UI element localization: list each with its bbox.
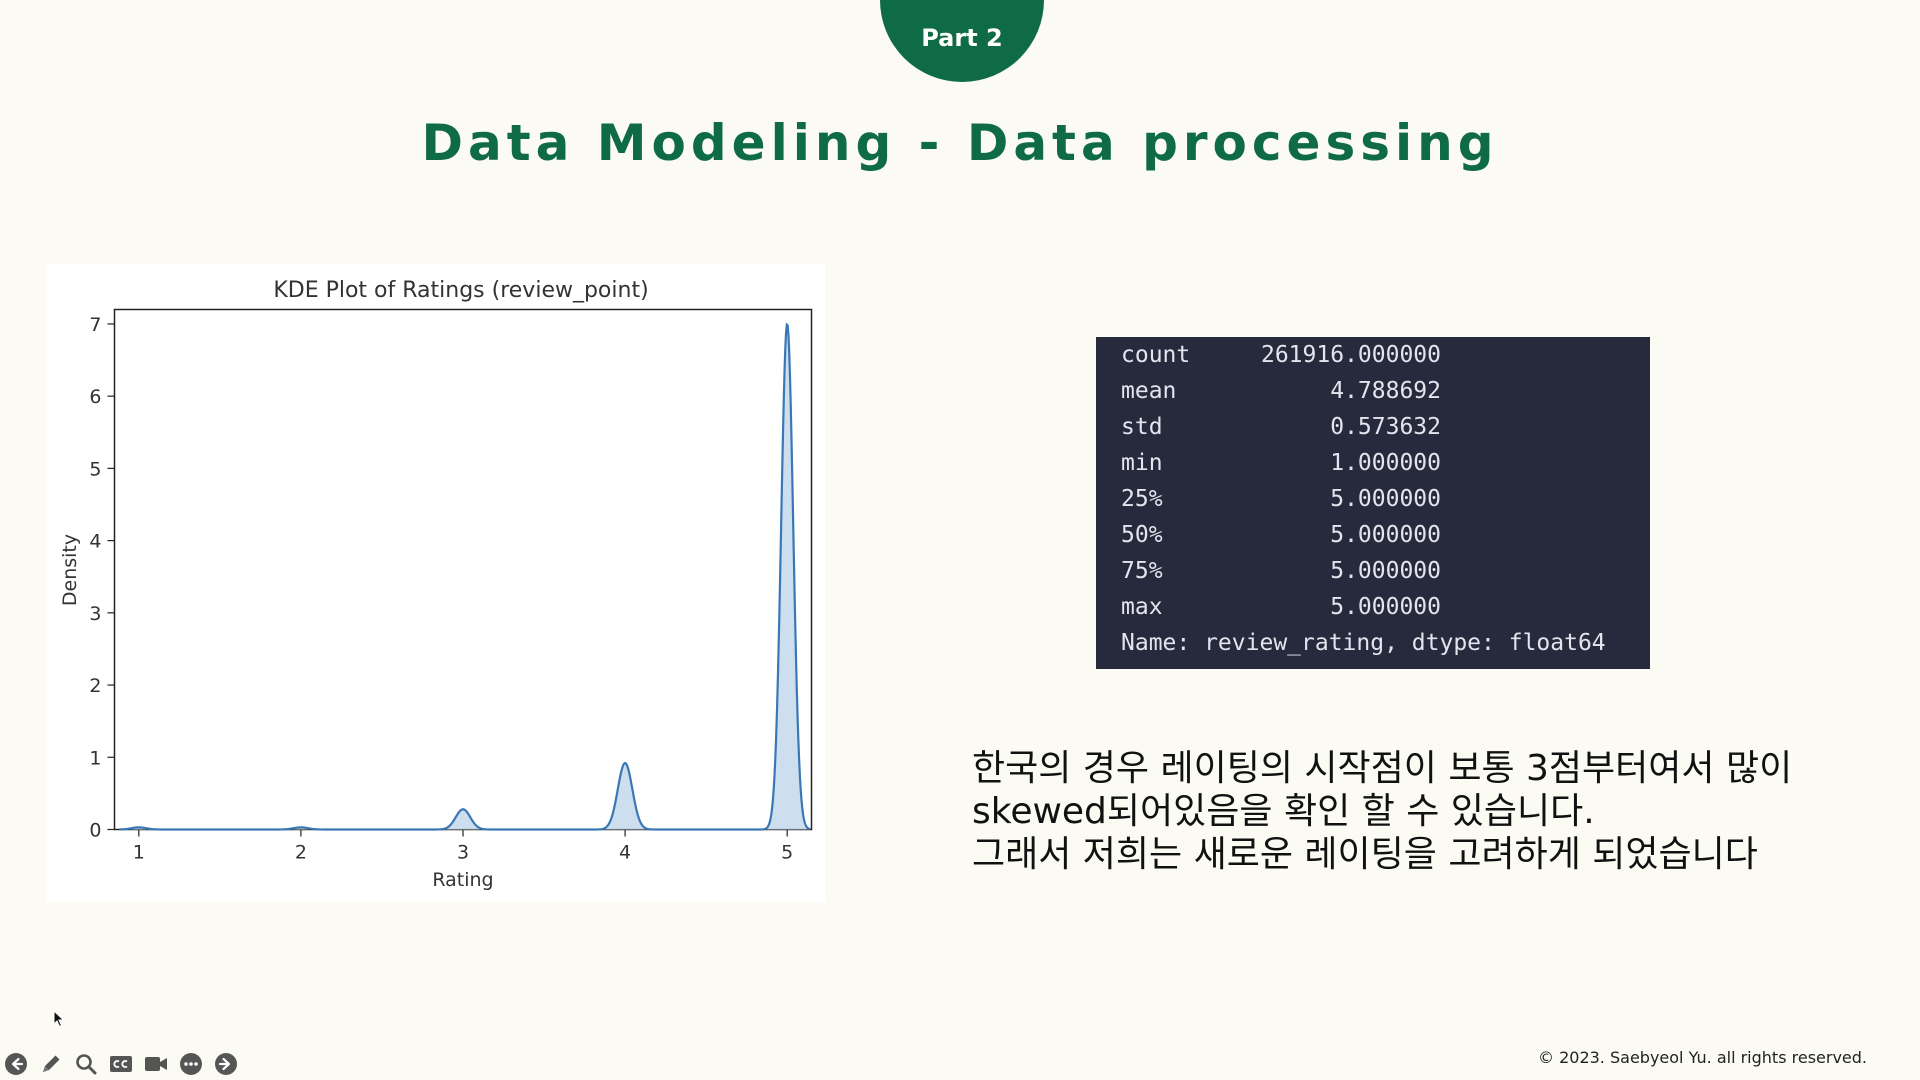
x-ticks-layer: 1 2 3 4 5 [133,829,793,864]
stats-value: 5.000000 [1330,558,1441,584]
kde-chart-svg: KDE Plot of Ratings (review_point) 1 2 3 4 5… [59,278,813,891]
stats-row: count 261916.000000 [1121,337,1441,373]
stats-key: 50% [1121,522,1163,548]
magnifier-icon [76,1054,97,1075]
x-tick-label: 4 [619,842,631,864]
slide-title: Data Modeling - Data processing [421,114,1499,172]
stats-name-line: Name: review_rating, dtype: float64 [1121,630,1606,656]
pen-icon [43,1055,60,1072]
stats-value: 5.000000 [1330,522,1441,548]
y-tick-label: 2 [89,675,101,697]
presentation-toolbar [4,1052,238,1076]
stats-value: 0.573632 [1330,414,1441,440]
stats-key: 75% [1121,558,1163,584]
body-line-1: 한국의 경우 레이팅의 시작점이 보통 3점부터여서 많이 [972,748,1793,789]
kde-chart: KDE Plot of Ratings (review_point) 1 2 3 4 5… [46,264,825,902]
plot-frame [113,308,813,831]
camera-button[interactable] [144,1052,168,1076]
stats-row: mean 4.788692 [1121,373,1441,409]
copyright-notice: © 2023. Saebyeol Yu. all rights reserved… [1538,1048,1867,1067]
stats-value: 261916.000000 [1260,342,1441,368]
y-tick-label: 7 [89,314,101,336]
stats-value: 5.000000 [1330,486,1441,512]
stats-key: std [1121,414,1163,440]
kde-area-layer [119,322,811,831]
cc-icon [110,1056,132,1072]
y-tick-label: 5 [89,458,101,480]
arrow-left-icon [5,1053,27,1075]
stats-value: 5.000000 [1330,594,1441,620]
x-tick-label: 1 [133,842,145,864]
y-tick-label: 0 [89,820,101,842]
stats-value: 4.788692 [1330,378,1441,404]
y-tick-label: 4 [89,531,101,553]
stats-row: 25% 5.000000 [1121,481,1441,517]
ellipsis-icon [180,1053,202,1075]
stats-key: count [1121,342,1191,368]
video-camera-icon [145,1057,167,1071]
y-tick-label: 3 [89,603,101,625]
body-line-3: 그래서 저희는 새로운 레이팅을 고려하게 되었습니다 [972,834,1758,875]
y-tick-label: 6 [89,386,101,408]
arrow-right-icon [215,1053,237,1075]
next-slide-button[interactable] [214,1052,238,1076]
stats-key: 25% [1121,486,1163,512]
stats-value: 1.000000 [1330,450,1441,476]
stats-row: 50% 5.000000 [1121,517,1441,553]
y-ticks-layer: 0 1 2 3 4 5 6 7 [89,314,115,842]
pen-tool-button[interactable] [39,1052,63,1076]
stats-row: max 5.000000 [1121,589,1441,625]
zoom-button[interactable] [74,1052,98,1076]
stats-row: std 0.573632 [1121,409,1441,445]
mouse-cursor-icon [53,1009,65,1032]
body-text: 한국의 경우 레이팅의 시작점이 보통 3점부터여서 많이 skewed되어있음… [972,747,1872,876]
y-axis-label: Density [59,534,81,606]
describe-output-panel: count 261916.000000 mean 4.788692 std 0.57363… [1096,337,1650,669]
x-tick-label: 5 [781,842,793,864]
chart-title: KDE Plot of Ratings (review_point) [273,278,648,303]
previous-slide-button[interactable] [4,1052,28,1076]
stats-row: 75% 5.000000 [1121,553,1441,589]
stats-key: mean [1121,378,1177,404]
x-axis-label: Rating [432,869,493,891]
x-tick-label: 3 [457,842,469,864]
kde-density-line [119,322,811,831]
body-line-2: skewed되어있음을 확인 할 수 있습니다. [972,791,1595,832]
stats-key: min [1121,450,1163,476]
stats-row: min 1.000000 [1121,445,1441,481]
part-label: Part 2 [921,24,1003,52]
more-options-button[interactable] [179,1052,203,1076]
y-tick-label: 1 [89,747,101,769]
x-tick-label: 2 [295,842,307,864]
subtitles-button[interactable] [109,1052,133,1076]
stats-key: max [1121,594,1163,620]
